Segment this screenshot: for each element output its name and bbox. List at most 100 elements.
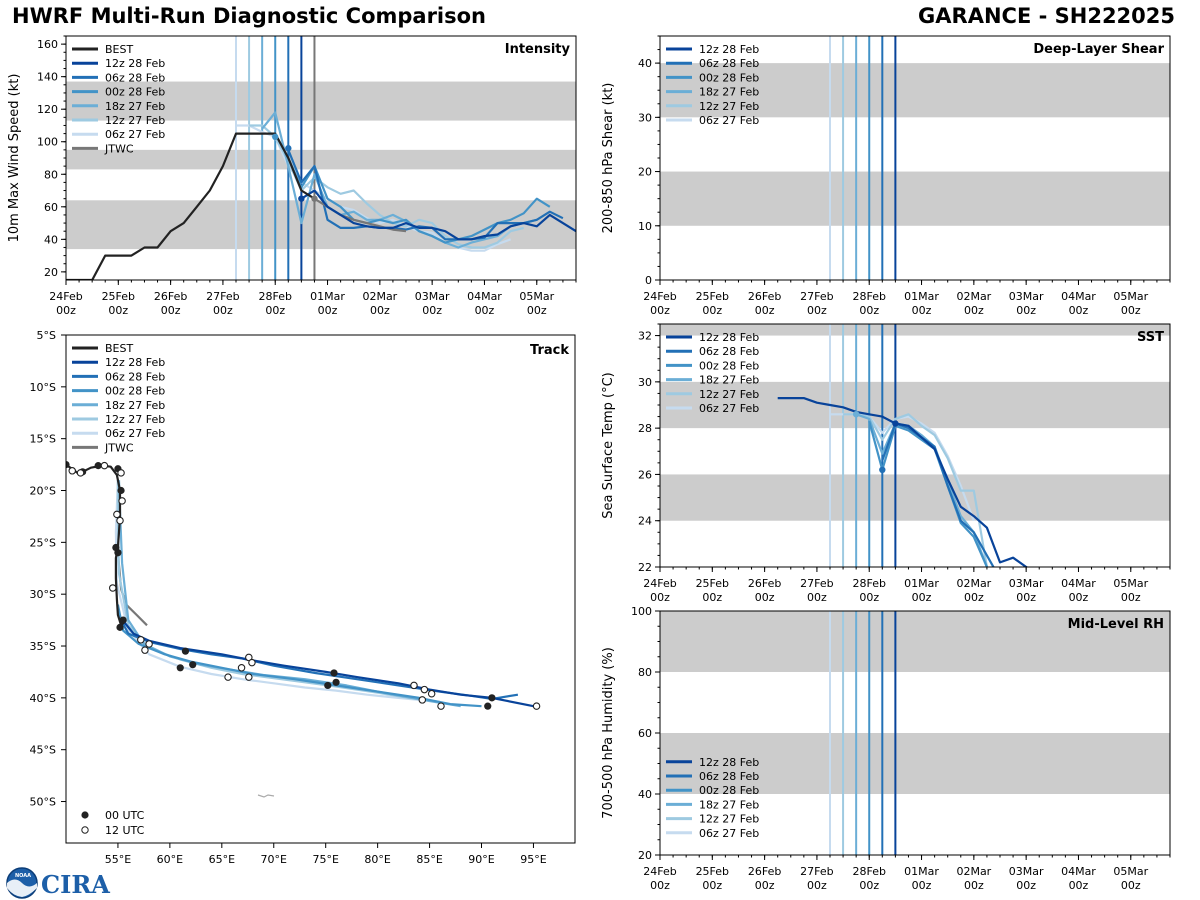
svg-text:00z 28 Feb: 00z 28 Feb bbox=[699, 784, 759, 797]
intensity-x-tick-label: 27Feb bbox=[206, 290, 239, 303]
sst-frame bbox=[659, 323, 1171, 568]
sst-x-tick-label: 24Feb bbox=[643, 577, 676, 590]
track-point-00utc bbox=[94, 462, 102, 470]
sst-x-tick-sublabel: 00z bbox=[859, 591, 879, 604]
intensity-x-tick-sublabel: 00z bbox=[422, 304, 442, 317]
track-legend-entry: BEST bbox=[72, 342, 133, 355]
intensity-y-tick-label: 120 bbox=[37, 103, 58, 116]
storm-id: GARANCE - SH222025 bbox=[918, 4, 1175, 28]
sst-x-tick-sublabel: 00z bbox=[702, 591, 722, 604]
shear-panel: 01020304024Feb00z25Feb00z26Feb00z27Feb00… bbox=[601, 35, 1171, 317]
rh-x-tick-sublabel: 00z bbox=[755, 879, 775, 892]
shear-legend-entry: 18z 27 Feb bbox=[666, 86, 759, 99]
intensity-legend-entry: 12z 28 Feb bbox=[72, 57, 165, 70]
sst-legend-entry: 06z 28 Feb bbox=[666, 345, 759, 358]
svg-text:00 UTC: 00 UTC bbox=[105, 809, 145, 822]
track-y-tick-label: 45°S bbox=[30, 744, 56, 757]
island-shape bbox=[257, 794, 275, 798]
svg-text:12z 28 Feb: 12z 28 Feb bbox=[105, 356, 165, 369]
shear-x-tick-sublabel: 00z bbox=[755, 304, 775, 317]
rh-x-tick-label: 26Feb bbox=[748, 865, 781, 878]
intensity-x-tick-label: 05Mar bbox=[519, 290, 554, 303]
svg-text:JTWC: JTWC bbox=[104, 142, 134, 155]
intensity-y-tick-label: 60 bbox=[44, 201, 58, 214]
rh-legend-entry: 18z 27 Feb bbox=[666, 798, 759, 811]
intensity-y-tick-label: 40 bbox=[44, 233, 58, 246]
rh-x-tick-label: 05Mar bbox=[1113, 865, 1148, 878]
rh-y-axis-label: 700-500 hPa Humidity (%) bbox=[601, 647, 616, 819]
sst-panel-title: SST bbox=[1137, 330, 1164, 345]
intensity-threshold-band bbox=[66, 200, 576, 250]
track-point-12utc bbox=[437, 702, 445, 710]
sst-legend-entry: 12z 28 Feb bbox=[666, 331, 759, 344]
track-point-00utc bbox=[484, 702, 492, 710]
sst-x-tick-sublabel: 00z bbox=[1069, 591, 1089, 604]
sst-x-tick-label: 25Feb bbox=[696, 577, 729, 590]
shear-x-tick-sublabel: 00z bbox=[859, 304, 879, 317]
svg-text:18z 27 Feb: 18z 27 Feb bbox=[105, 399, 165, 412]
track-point-12utc bbox=[532, 702, 541, 710]
cira-logo-text: CIRA bbox=[41, 870, 110, 899]
shear-panel-title: Deep-Layer Shear bbox=[1033, 42, 1164, 57]
intensity-x-tick-sublabel: 00z bbox=[475, 304, 495, 317]
intensity-legend-entry: JTWC bbox=[72, 142, 134, 155]
shear-x-tick-label: 24Feb bbox=[643, 290, 676, 303]
svg-text:12 UTC: 12 UTC bbox=[105, 824, 145, 837]
track-legend-12utc: 12 UTC bbox=[81, 824, 145, 837]
track-point-12utc bbox=[418, 696, 427, 704]
track-point-00utc bbox=[189, 661, 197, 669]
track-point-12utc bbox=[427, 689, 436, 698]
sst-threshold-band bbox=[660, 324, 1170, 336]
intensity-x-tick-sublabel: 00z bbox=[56, 304, 76, 317]
shear-legend-entry: 06z 27 Feb bbox=[666, 114, 759, 127]
shear-x-tick-sublabel: 00z bbox=[1121, 304, 1141, 317]
shear-y-tick-label: 40 bbox=[638, 57, 652, 70]
rh-x-tick-label: 03Mar bbox=[1009, 865, 1044, 878]
rh-x-tick-label: 24Feb bbox=[643, 865, 676, 878]
svg-text:06z 28 Feb: 06z 28 Feb bbox=[699, 770, 759, 783]
intensity-y-tick-label: 20 bbox=[44, 266, 58, 279]
noaa-logo-text: NOAA bbox=[15, 873, 31, 879]
sst-y-tick-label: 24 bbox=[638, 515, 652, 528]
rh-y-tick-label: 40 bbox=[638, 788, 652, 801]
intensity-y-tick-label: 100 bbox=[37, 136, 58, 149]
rh-x-tick-label: 25Feb bbox=[696, 865, 729, 878]
rh-x-tick-label: 02Mar bbox=[956, 865, 991, 878]
svg-text:BEST: BEST bbox=[105, 43, 133, 56]
intensity-x-tick-label: 28Feb bbox=[258, 290, 291, 303]
noaa-logo-icon: NOAA CIRA bbox=[6, 867, 110, 899]
shear-x-tick-sublabel: 00z bbox=[807, 304, 827, 317]
rh-y-tick-label: 60 bbox=[638, 727, 652, 740]
sst-x-tick-label: 27Feb bbox=[800, 577, 833, 590]
track-legend-00utc: 00 UTC bbox=[81, 809, 145, 822]
shear-x-tick-label: 27Feb bbox=[800, 290, 833, 303]
intensity-marker bbox=[272, 133, 279, 141]
sst-threshold-band bbox=[660, 474, 1170, 521]
intensity-x-tick-sublabel: 00z bbox=[370, 304, 390, 317]
track-point-12utc bbox=[420, 685, 429, 694]
rh-x-tick-sublabel: 00z bbox=[807, 879, 827, 892]
shear-y-tick-label: 0 bbox=[645, 274, 652, 287]
svg-text:00z 28 Feb: 00z 28 Feb bbox=[699, 359, 759, 372]
track-y-tick-label: 30°S bbox=[30, 588, 56, 601]
shear-x-tick-sublabel: 00z bbox=[912, 304, 932, 317]
shear-x-tick-sublabel: 00z bbox=[964, 304, 984, 317]
rh-x-tick-sublabel: 00z bbox=[1121, 879, 1141, 892]
sst-y-tick-label: 30 bbox=[638, 376, 652, 389]
track-point-12utc bbox=[117, 469, 125, 477]
intensity-series-line bbox=[300, 189, 576, 241]
track-point-12utc bbox=[100, 461, 109, 470]
intensity-legend-entry: 12z 27 Feb bbox=[72, 114, 165, 127]
sst-x-tick-label: 28Feb bbox=[852, 577, 885, 590]
track-point-12utc bbox=[118, 497, 126, 505]
intensity-x-tick-label: 04Mar bbox=[467, 290, 502, 303]
sst-series-line bbox=[855, 413, 988, 567]
track-point-00utc bbox=[119, 616, 127, 624]
intensity-x-tick-sublabel: 00z bbox=[318, 304, 338, 317]
track-point-00utc bbox=[488, 694, 496, 702]
shear-x-tick-sublabel: 00z bbox=[702, 304, 722, 317]
intensity-marker bbox=[285, 145, 292, 152]
track-panel: 55°E 60°E 65°E 70°E 75°E 80°E 85°E 90°E 95°E 5°S 1… bbox=[30, 329, 576, 866]
sst-x-tick-sublabel: 00z bbox=[807, 591, 827, 604]
shear-y-axis-label: 200-850 hPa Shear (kt) bbox=[601, 83, 616, 234]
